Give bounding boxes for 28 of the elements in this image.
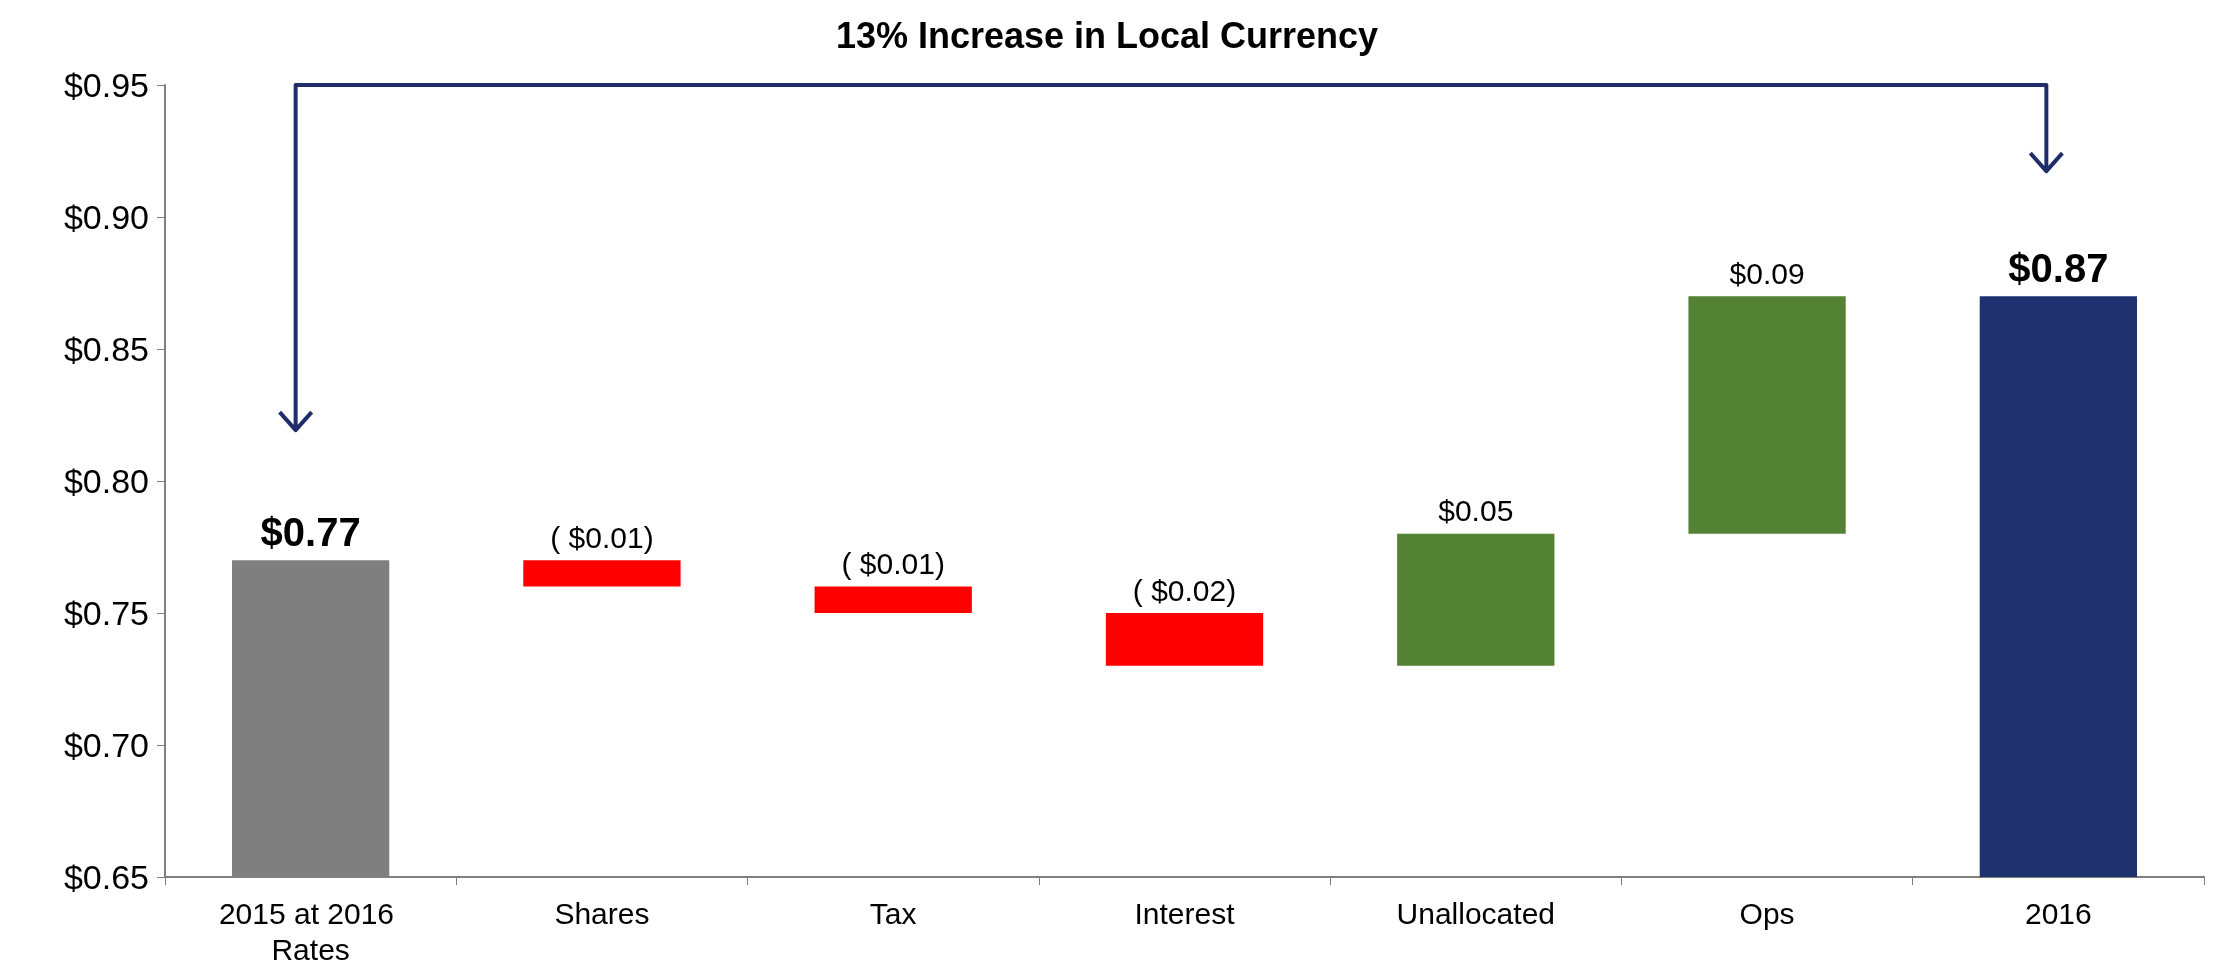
y-tick-label: $0.70 [63, 726, 149, 764]
x-tick-label: Tax [869, 896, 917, 930]
data-label: ( $0.01) [550, 520, 654, 554]
bar [1979, 296, 2137, 877]
x-tick-label: Unallocated [1396, 896, 1555, 930]
data-label: $0.77 [260, 510, 361, 555]
y-tick-label: $0.65 [63, 858, 149, 896]
x-tick-label: 2016 [2024, 896, 2092, 930]
x-tick-label: Shares [554, 896, 650, 930]
y-tick-label: $0.75 [63, 594, 149, 632]
bar [814, 586, 972, 613]
x-tick-label: 2015 at 2016 Rates [218, 896, 403, 966]
bar [1105, 613, 1264, 666]
data-label: $0.05 [1438, 494, 1514, 528]
chart-title: 13% Increase in Local Currency [835, 14, 1379, 56]
y-tick-label: $0.90 [63, 198, 149, 236]
y-tick-label: $0.85 [63, 330, 149, 368]
y-tick-label: $0.95 [63, 66, 149, 104]
bar [1688, 296, 1846, 534]
bar [523, 560, 681, 587]
y-tick-label: $0.80 [63, 462, 149, 500]
x-tick-label: Ops [1739, 896, 1795, 930]
data-label: ( $0.01) [841, 547, 945, 581]
data-label: $0.87 [2008, 246, 2109, 291]
data-label: ( $0.02) [1132, 573, 1237, 607]
x-tick-label: Interest [1134, 896, 1236, 930]
bar [1397, 533, 1555, 666]
data-label: $0.09 [1729, 256, 1805, 290]
